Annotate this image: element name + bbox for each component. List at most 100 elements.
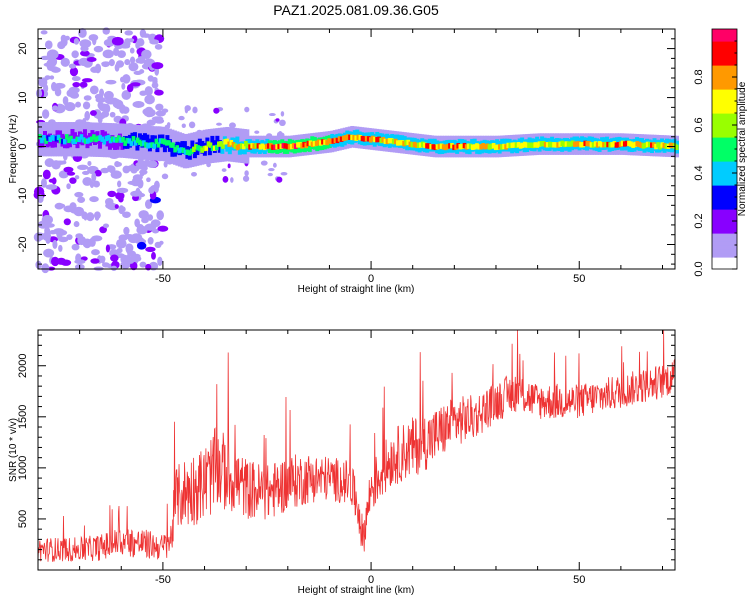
spectrogram-cell xyxy=(79,134,84,140)
snr-plot-area xyxy=(38,330,675,570)
spectrogram-cell xyxy=(91,35,97,46)
spectrogram-cell xyxy=(74,191,84,198)
spectrogram-cell xyxy=(227,163,231,169)
spectrogram-cell xyxy=(206,141,211,147)
spectrogram-cell xyxy=(100,167,110,174)
spectrogram-cell xyxy=(468,143,473,150)
spectrogram-cell xyxy=(135,41,140,50)
spectrogram-cell xyxy=(577,141,581,147)
colorbar-tick-label: 0.0 xyxy=(693,261,705,276)
spectrogram-cell xyxy=(339,136,344,142)
spectrogram-frame xyxy=(37,28,676,270)
colorbar-gradient xyxy=(712,29,737,270)
spectrogram-cell xyxy=(308,140,313,146)
spectrogram-cell xyxy=(71,138,75,145)
spectrogram-cell xyxy=(485,143,490,149)
spectrogram-cell xyxy=(61,160,67,165)
spectrogram-cell xyxy=(151,251,156,260)
spectrogram-cell xyxy=(105,202,117,210)
spectrogram-cell xyxy=(115,137,120,150)
spectrogram-cell xyxy=(78,28,87,38)
spectrogram-cell xyxy=(117,50,126,59)
colorbar-swatch xyxy=(712,129,737,134)
colorbar-swatch xyxy=(712,193,737,198)
spectrogram-cell xyxy=(48,136,53,143)
spectrogram-cell xyxy=(647,141,652,148)
spectrogram-cell xyxy=(489,143,494,150)
snr-x-axis-label: Height of straight line (km) xyxy=(298,585,415,596)
colorbar-swatch xyxy=(712,241,737,246)
colorbar-swatch xyxy=(712,257,737,262)
spectrogram-cell xyxy=(525,142,529,148)
spectrogram-cell xyxy=(323,139,327,145)
colorbar-swatch xyxy=(712,57,737,62)
colorbar-swatch xyxy=(712,253,737,258)
spectrogram-cell xyxy=(356,134,361,140)
colorbar-swatch xyxy=(712,81,737,86)
spectrogram-cell xyxy=(114,161,122,167)
spectrogram-cell xyxy=(64,35,70,41)
spectrogram-cell xyxy=(283,143,288,149)
spectrogram-cell xyxy=(437,143,442,150)
spectrogram-cell xyxy=(523,141,527,148)
colorbar-swatch xyxy=(712,261,737,266)
colorbar-swatch xyxy=(712,137,737,142)
spectrogram-cell xyxy=(154,118,165,124)
spectrogram-cell xyxy=(187,150,192,156)
spectrogram-cell xyxy=(321,139,325,145)
spectrogram-cell xyxy=(69,177,77,184)
spectrogram-cell xyxy=(412,141,417,148)
spectrogram-cell xyxy=(427,143,431,149)
spectrogram-cell xyxy=(179,147,184,153)
spectrogram-cell xyxy=(225,138,229,145)
spectrogram-cell xyxy=(273,144,277,150)
spectrogram-cell xyxy=(147,75,154,82)
spectrogram-cell xyxy=(86,56,97,62)
colorbar-swatch xyxy=(712,205,737,210)
spectrogram-cell xyxy=(266,143,271,149)
colorbar-tick-label: 0.8 xyxy=(693,69,705,84)
spectrogram-cell xyxy=(514,142,519,148)
spectrogram-cell xyxy=(462,142,467,149)
spectrogram-cell xyxy=(74,175,80,180)
spectrogram-cell xyxy=(244,170,249,177)
spectrogram-cell xyxy=(45,184,58,190)
spectrogram-cell xyxy=(113,47,120,57)
spectrogram-cell xyxy=(660,142,665,148)
spectrogram-cell xyxy=(148,261,159,271)
spectrogram-cell xyxy=(167,140,171,146)
spectrogram-cell xyxy=(35,88,43,98)
spectrogram-cell xyxy=(150,219,161,228)
spectrogram-cell xyxy=(69,135,73,142)
spectrogram-cell xyxy=(431,144,436,150)
spectrogram-cell xyxy=(408,141,413,147)
spectrogram-cell xyxy=(421,141,425,147)
spectrogram-cell xyxy=(304,142,309,149)
spectrogram-cell xyxy=(612,141,617,147)
spectrogram-cell xyxy=(144,199,153,209)
spectrogram-cell xyxy=(99,88,105,98)
spectrogram-cell xyxy=(89,196,99,203)
spectrogram-cell xyxy=(389,138,394,144)
spectrogram-cell xyxy=(108,137,113,144)
spectrogram-cell xyxy=(70,129,75,142)
spectrogram-cell xyxy=(281,143,286,149)
spectrogram-cell xyxy=(156,210,164,221)
spectrogram-cell xyxy=(53,82,66,89)
colorbar-swatch xyxy=(712,145,737,150)
spectrogram-cell xyxy=(466,143,471,149)
spectrogram-cell xyxy=(650,142,654,148)
spectrogram-cell xyxy=(41,263,50,274)
spectrogram-cell xyxy=(51,81,57,92)
spectrogram-cell xyxy=(116,187,129,194)
spectrogram-cell xyxy=(645,141,650,148)
spectrogram-cell xyxy=(79,81,88,88)
spectrogram-cell xyxy=(233,143,238,149)
spectrogram-cell xyxy=(280,111,285,117)
spectrogram-cell xyxy=(105,244,111,253)
spectrogram-cell xyxy=(142,140,146,146)
spectrogram-cell xyxy=(84,110,91,121)
spectrogram-cell xyxy=(142,133,147,146)
spectrogram-cell xyxy=(610,142,615,148)
